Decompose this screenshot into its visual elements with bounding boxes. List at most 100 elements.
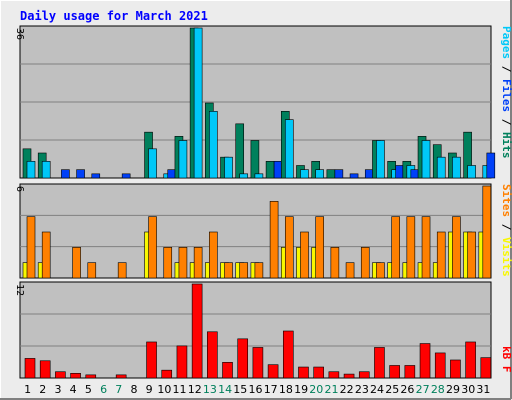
- y-max-tick-label: 36: [14, 28, 25, 40]
- x-tick-label: 6: [100, 383, 107, 396]
- bar-sites: [209, 231, 218, 279]
- bar-sites: [376, 262, 385, 279]
- bar-sites: [239, 262, 249, 279]
- bar-hits: [250, 140, 260, 179]
- bar-files: [376, 140, 385, 179]
- bar-sites: [360, 247, 370, 279]
- bar-hits: [326, 169, 336, 179]
- bar-kbytes: [343, 373, 355, 379]
- legend-entry: Sites: [500, 184, 512, 217]
- legend-entry: /: [500, 59, 512, 79]
- bar-kbytes: [146, 341, 157, 379]
- x-tick-label: 5: [85, 383, 92, 396]
- bar-sites: [406, 216, 416, 279]
- bar-kbytes: [465, 341, 476, 379]
- bar-sites: [482, 185, 492, 279]
- bar-sites: [224, 262, 233, 279]
- bar-pages: [349, 173, 359, 179]
- bar-sites: [193, 247, 203, 279]
- bar-kbytes: [267, 364, 279, 379]
- x-tick-label: 28: [431, 383, 445, 396]
- bar-kbytes: [161, 369, 173, 379]
- x-tick-label: 8: [130, 383, 137, 396]
- bar-kbytes: [298, 366, 309, 379]
- bar-pages: [167, 169, 177, 179]
- bar-sites: [269, 201, 279, 279]
- y-max-tick-label: 12: [14, 284, 25, 296]
- bar-files: [452, 156, 461, 179]
- x-tick-label: 12: [188, 383, 202, 396]
- bar-pages: [364, 169, 374, 179]
- x-tick-label: 11: [173, 383, 187, 396]
- bar-sites: [178, 247, 188, 279]
- bar-sites: [26, 216, 36, 279]
- bar-kbytes: [434, 352, 446, 379]
- x-tick-label: 24: [370, 383, 384, 396]
- x-tick-label: 2: [39, 383, 46, 396]
- bar-sites: [72, 247, 81, 279]
- bar-sites: [421, 216, 431, 279]
- bar-kbytes: [313, 366, 324, 379]
- bar-sites: [345, 262, 355, 279]
- bar-files: [436, 156, 446, 179]
- bar-sites: [436, 231, 446, 279]
- bar-sites: [41, 231, 51, 279]
- bar-files: [178, 140, 188, 179]
- panel-visits-sites: 6: [14, 183, 492, 279]
- chart-title: Daily usage for March 2021: [20, 9, 208, 23]
- bar-pages: [395, 165, 404, 179]
- bar-kbytes: [252, 347, 264, 379]
- bar-files: [300, 169, 309, 179]
- panel-hits-files-pages: 36: [14, 25, 496, 179]
- y-max-tick-label: 6: [14, 186, 25, 192]
- legend-entry: kB F: [500, 346, 512, 373]
- x-tick-label: 3: [54, 383, 61, 396]
- x-tick-label: 4: [70, 383, 77, 396]
- legend-pages-files-hits: Pages / Files / Hits: [500, 26, 512, 159]
- bar-sites: [391, 216, 400, 279]
- x-tick-label: 13: [203, 383, 217, 396]
- bar-sites: [284, 216, 294, 279]
- legend-entry: /: [500, 112, 512, 132]
- bar-kbytes: [374, 347, 385, 379]
- bar-kbytes: [404, 365, 416, 379]
- bar-pages: [121, 173, 131, 179]
- legend-entry: Pages: [500, 26, 512, 59]
- bar-sites: [467, 231, 476, 279]
- x-tick-label: 16: [249, 383, 263, 396]
- x-tick-label: 18: [279, 383, 293, 396]
- x-tick-label: 29: [446, 383, 460, 396]
- x-tick-label: 1: [24, 383, 31, 396]
- bar-kbytes: [85, 374, 97, 379]
- x-tick-label: 19: [294, 383, 308, 396]
- bar-pages: [61, 169, 70, 179]
- bar-files: [224, 156, 233, 179]
- bar-kbytes: [191, 283, 203, 379]
- bar-sites: [452, 216, 461, 279]
- bar-kbytes: [24, 358, 36, 379]
- bar-kbytes: [358, 371, 370, 379]
- bar-kbytes: [39, 360, 51, 379]
- bar-files: [467, 165, 476, 179]
- x-tick-label: 26: [400, 383, 414, 396]
- x-tick-label: 21: [324, 383, 338, 396]
- panel-kbytes: 12: [14, 281, 492, 379]
- bar-pages: [91, 173, 101, 179]
- bar-kbytes: [237, 338, 249, 379]
- bar-pages: [76, 169, 85, 179]
- bar-sites: [315, 216, 324, 279]
- bar-kbytes: [328, 371, 340, 379]
- bar-files: [41, 161, 51, 179]
- x-tick-label: 30: [461, 383, 475, 396]
- bar-kbytes: [207, 331, 218, 379]
- bar-sites: [148, 216, 157, 279]
- x-tick-label: 15: [233, 383, 247, 396]
- bar-hits: [265, 161, 275, 179]
- bar-files: [26, 161, 36, 179]
- x-tick-label: 22: [340, 383, 354, 396]
- legend-entry: Files: [500, 79, 512, 112]
- bar-kbytes: [389, 365, 400, 379]
- x-tick-label: 9: [146, 383, 153, 396]
- x-axis-day-labels: 1 2 3 4 5 6 7 8 9 10 11 12 13 14 15 16 17 18 19 20 21 22 23 24 2…: [24, 383, 490, 396]
- bar-files: [421, 140, 431, 179]
